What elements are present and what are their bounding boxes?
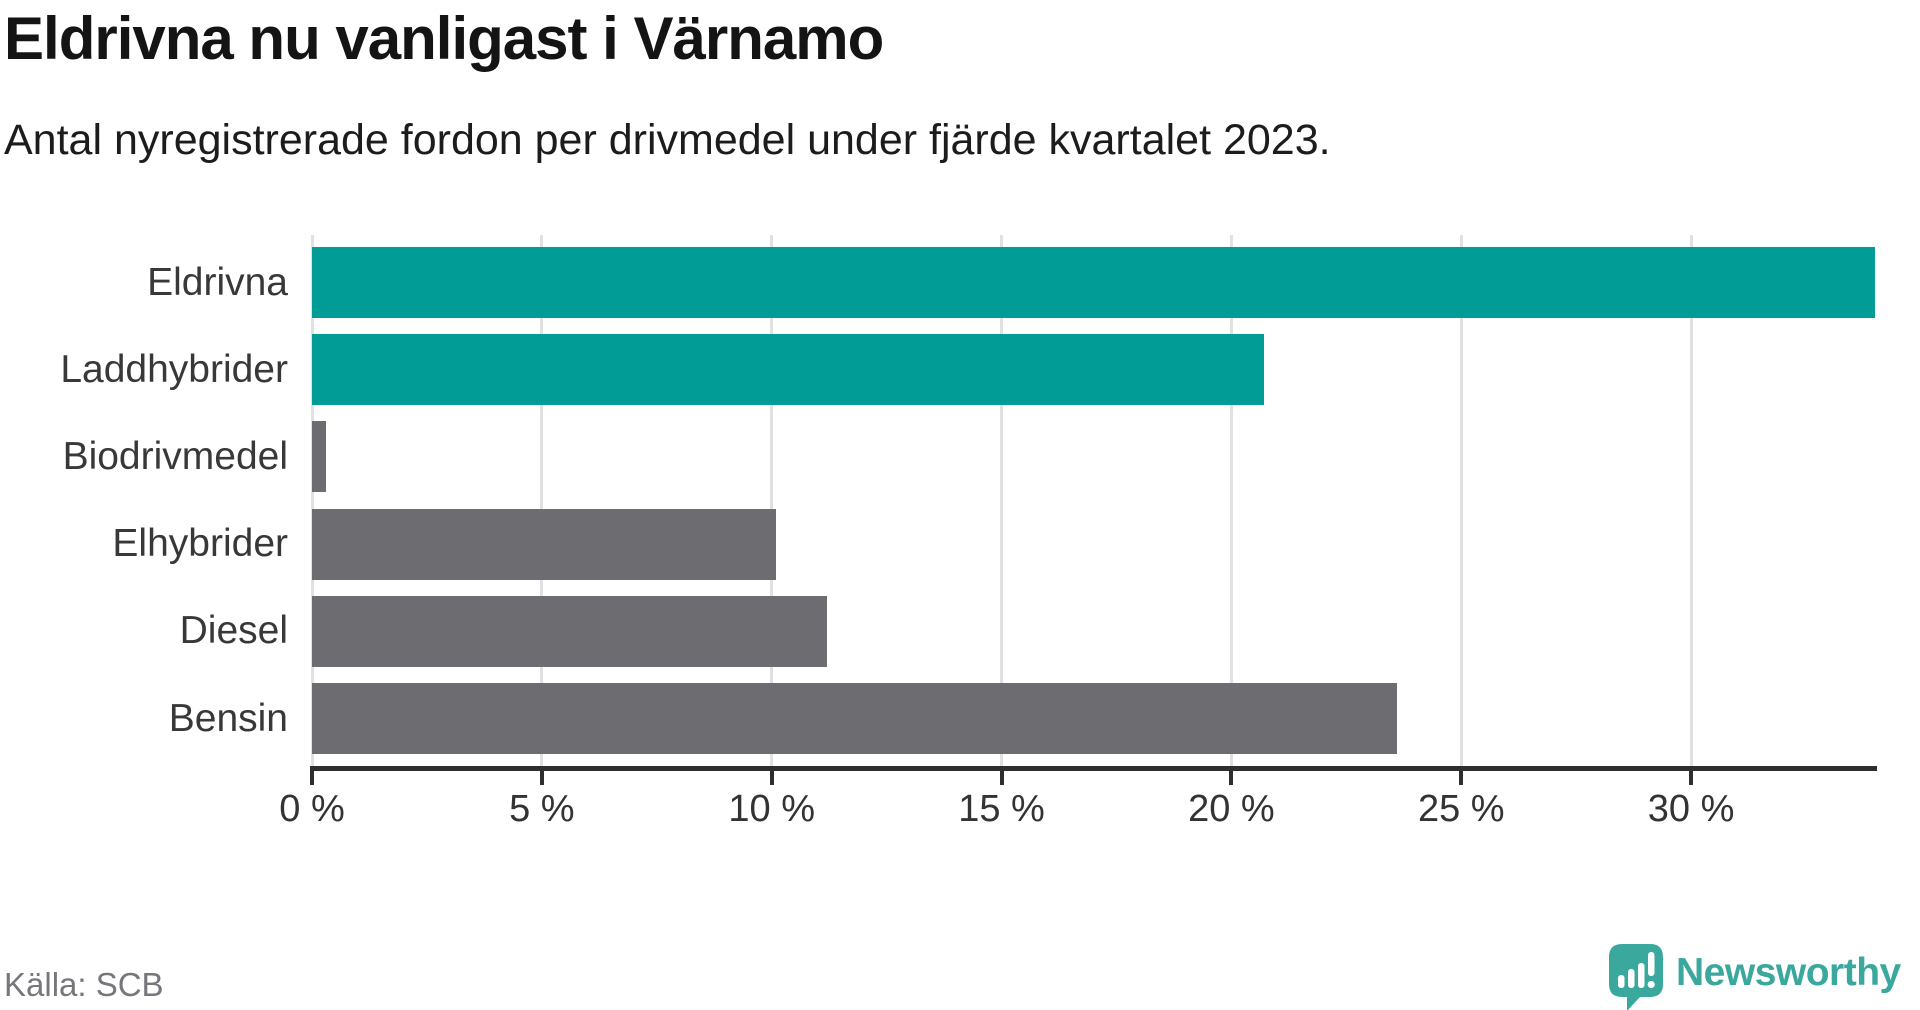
x-axis-label-5: 5 %	[509, 788, 575, 830]
gridline-0	[310, 235, 314, 766]
x-axis-line	[310, 766, 1877, 771]
category-label-laddhybrider: Laddhybrider	[60, 347, 288, 391]
category-label-diesel: Diesel	[179, 609, 288, 653]
x-axis-tick-5	[539, 766, 544, 785]
bar-biodrivmedel	[312, 421, 326, 493]
newsworthy-pin-chart-icon	[1609, 944, 1663, 1010]
category-label-elhybrider: Elhybrider	[112, 522, 288, 566]
bar-laddhybrider	[312, 334, 1264, 406]
gridline-15	[1000, 235, 1004, 766]
x-axis-label-10: 10 %	[728, 788, 815, 830]
x-axis-tick-15	[999, 766, 1004, 785]
chart-title: Eldrivna nu vanligast i Värnamo	[4, 5, 884, 72]
gridline-30	[1689, 235, 1693, 766]
bar-elhybrider	[312, 508, 777, 580]
x-axis-tick-0	[310, 766, 314, 785]
x-axis-label-25: 25 %	[1417, 788, 1505, 830]
category-label-biodrivmedel: Biodrivmedel	[62, 434, 288, 478]
gridline-5	[540, 235, 544, 766]
gridline-20	[1229, 235, 1233, 766]
chart-subtitle: Antal nyregistrerade fordon per drivmede…	[4, 116, 1331, 164]
category-label-eldrivna: Eldrivna	[147, 260, 288, 304]
gridline-25	[1459, 235, 1463, 766]
source-note: Källa: SCB	[4, 966, 164, 1003]
plot-area: Eldrivna Laddhybrider Biodrivmedel Elhybrid…	[0, 235, 1920, 790]
brand-logo: Newsworthy	[1608, 943, 1901, 1010]
x-axis-label-0: 0 %	[279, 788, 345, 830]
bar-bensin	[312, 683, 1397, 754]
brand-name: Newsworthy	[1676, 951, 1901, 994]
x-axis-tick-25	[1459, 766, 1464, 785]
gridline-10	[770, 235, 774, 766]
x-axis-tick-20	[1229, 766, 1234, 785]
x-axis-tick-10	[769, 766, 774, 785]
bar-eldrivna	[312, 247, 1875, 318]
x-axis-label-15: 15 %	[958, 788, 1045, 830]
x-axis-label-20: 20 %	[1188, 788, 1275, 830]
x-axis-label-30: 30 %	[1647, 788, 1735, 830]
x-axis-tick-30	[1689, 766, 1694, 785]
category-label-bensin: Bensin	[168, 696, 288, 740]
bar-diesel	[312, 595, 827, 667]
